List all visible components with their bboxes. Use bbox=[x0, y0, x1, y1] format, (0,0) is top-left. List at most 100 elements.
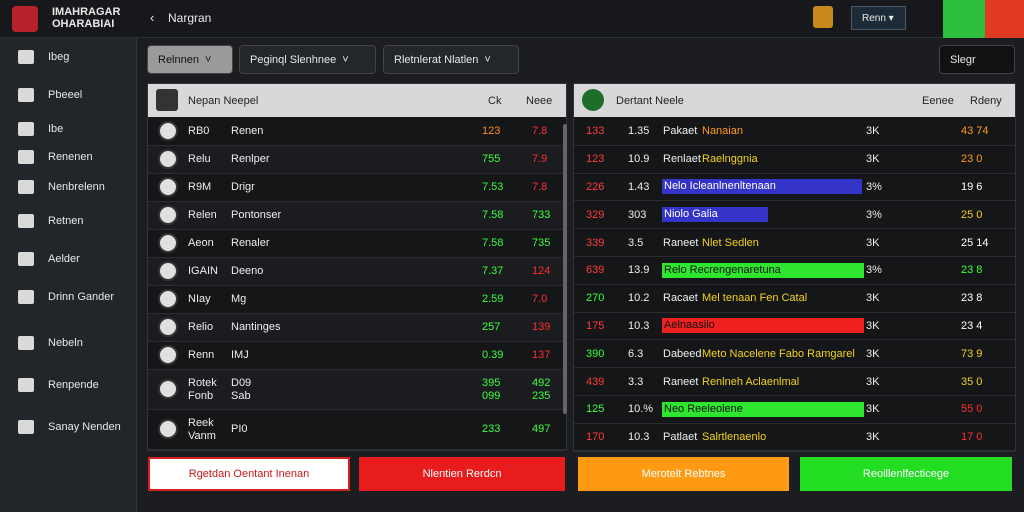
nav-icon bbox=[18, 180, 34, 194]
stat-row[interactable]: 170 10.3 Patlaet 3K 17 0 Salrtlenaenlo bbox=[574, 424, 1015, 452]
bar-label: Aelnaasilo bbox=[662, 318, 864, 334]
cell-name: R9M bbox=[188, 181, 212, 193]
header-icon bbox=[582, 89, 604, 111]
player-row[interactable]: NIay Mg 2.59 7.0 bbox=[148, 286, 566, 314]
nav-item[interactable]: Renpende bbox=[18, 378, 99, 392]
nav-item[interactable]: Nenbrelenn bbox=[18, 180, 105, 194]
cell-a: 390 bbox=[586, 347, 605, 360]
cell-b: 124 bbox=[532, 265, 551, 277]
players-panel: Nepan Neepel Ck Neee RB0 Renen 123 7.8 Relu R… bbox=[147, 83, 567, 451]
action-button[interactable]: Reoillenlfecticege bbox=[800, 457, 1012, 491]
stat-row[interactable]: 639 13.9 3% 23 8 Relo Recrengenaretuna bbox=[574, 257, 1015, 285]
nav-label: Pbeeel bbox=[48, 89, 83, 101]
nav-item[interactable]: Sanay Nenden bbox=[18, 420, 121, 434]
filter-label: Relnnen bbox=[158, 53, 199, 66]
cell-c: Renlaet bbox=[663, 153, 701, 166]
column-header: Dertant Neele bbox=[616, 94, 684, 107]
cell-c: Patlaet bbox=[663, 431, 698, 444]
search-label: Slegr bbox=[950, 53, 976, 66]
action-button[interactable]: Nlentien Rerdcn bbox=[359, 457, 565, 491]
cell-a: 270 bbox=[586, 292, 605, 305]
stat-row[interactable]: 270 10.2 Racaet 3K 23 8 Mel tenaan Fen Catal bbox=[574, 285, 1015, 313]
player-row[interactable]: Aeon Renaler 7.58 735 bbox=[148, 230, 566, 258]
nav-item[interactable]: Renenen bbox=[18, 150, 93, 164]
filter-dropdown[interactable]: Relnnen ˅ bbox=[147, 45, 233, 74]
bar-label: Neo Reeleolene bbox=[662, 401, 864, 417]
cell-d: Renlneh Aclaenlmal bbox=[702, 375, 800, 388]
player-row[interactable]: Relu Renlper 755 7.9 bbox=[148, 146, 566, 174]
player-row[interactable]: Relen Pontonser 7.58 733 bbox=[148, 202, 566, 230]
cell-name: Renn bbox=[188, 349, 215, 361]
player-row[interactable]: Relio Nantinges 257 139 bbox=[148, 314, 566, 342]
player-row[interactable]: Reek Vanm PI0 233 497 bbox=[148, 410, 566, 450]
cell-b: 3.3 bbox=[628, 375, 644, 388]
player-row[interactable]: R9M Drigr 7.53 7.8 bbox=[148, 174, 566, 202]
dropdown-label: Renn bbox=[862, 13, 886, 24]
cell-b: 303 bbox=[628, 208, 647, 221]
player-row[interactable]: Renn IMJ 0.39 137 bbox=[148, 342, 566, 370]
close-button[interactable] bbox=[985, 0, 1024, 38]
dropdown[interactable]: Renn ▾ bbox=[851, 6, 906, 30]
nav-label: Renenen bbox=[48, 151, 93, 163]
cell-e: 3K bbox=[866, 153, 880, 166]
stat-row[interactable]: 439 3.3 Raneet 3K 35 0 Renlneh Aclaenlmal bbox=[574, 368, 1015, 396]
search-box[interactable]: Slegr bbox=[939, 45, 1015, 74]
nav-item[interactable]: Ibeg bbox=[18, 50, 69, 64]
action-button[interactable]: Merotelt Rebtnes bbox=[578, 457, 789, 491]
avatar bbox=[158, 261, 178, 281]
cell-f: 73 9 bbox=[961, 347, 983, 360]
stat-row[interactable]: 133 1.35 Pakaet 3K 43 74 Nanaian bbox=[574, 118, 1015, 146]
stat-row[interactable]: 339 3.5 Raneet 3K 25 14 Nlet Sedlen bbox=[574, 229, 1015, 257]
cell-c: Raneet bbox=[663, 375, 699, 388]
cell-b: 139 bbox=[532, 321, 551, 333]
filter-label: Rletnlerat Nlatlen bbox=[394, 53, 479, 66]
cell-f: 55 0 bbox=[961, 403, 983, 416]
top-bar: IMAHRAGAR OHARABIAI ‹ Nargran Renn ▾ bbox=[0, 0, 1024, 38]
cell-b: 7.9 bbox=[532, 153, 548, 165]
stat-row[interactable]: 123 10.9 Renlaet 3K 23 0 Raelnggnia bbox=[574, 146, 1015, 174]
cell-team: Pontonser bbox=[231, 209, 282, 221]
filter-label: Peginql Slenhnee bbox=[250, 53, 337, 66]
bar-label: Nelo Icleanlnenltenaan bbox=[662, 179, 862, 195]
cell-e: 3K bbox=[866, 403, 880, 416]
cell-team: Nantinges bbox=[231, 321, 281, 333]
action-button[interactable]: Rgetdan Oentant Inenan bbox=[148, 457, 350, 491]
nav-item[interactable]: Pbeeel bbox=[18, 88, 82, 102]
cell-e: 3K bbox=[866, 375, 880, 388]
back-button[interactable]: ‹ bbox=[150, 10, 155, 25]
nav-item[interactable]: Drinn Gander bbox=[18, 290, 114, 304]
nav-item[interactable]: Nebeln bbox=[18, 336, 83, 350]
avatar bbox=[158, 379, 178, 399]
cell-b: 13.9 bbox=[628, 264, 650, 277]
nav-label: Drinn Gander bbox=[48, 291, 115, 303]
filter-dropdown[interactable]: Rletnlerat Nlatlen ˅ bbox=[383, 45, 519, 74]
cell-c: Dabeed bbox=[663, 347, 702, 360]
cell-c: Pakaet bbox=[663, 125, 698, 138]
cell-a: 123 bbox=[586, 153, 605, 166]
nav-icon bbox=[18, 88, 34, 102]
player-row[interactable]: Rotek Fonb D09 Sab 395 099 492 235 bbox=[148, 370, 566, 410]
nav-item[interactable]: Ibe bbox=[18, 122, 63, 136]
stat-row[interactable]: 226 1.43 3% 19 6 Nelo Icleanlnenltenaan bbox=[574, 174, 1015, 202]
confirm-button[interactable] bbox=[943, 0, 985, 38]
player-row[interactable]: RB0 Renen 123 7.8 bbox=[148, 118, 566, 146]
cell-b: 10.9 bbox=[628, 153, 650, 166]
stat-row[interactable]: 390 6.3 Dabeed 3K 73 9 Meto Nacelene Fabo Ram… bbox=[574, 340, 1015, 369]
cell-team: Renlper bbox=[231, 153, 270, 165]
cell-name: Relen bbox=[188, 209, 217, 221]
player-row[interactable]: IGAIN Deeno 7.37 124 bbox=[148, 258, 566, 286]
nav-item[interactable]: Aelder bbox=[18, 252, 80, 266]
cell-name: IGAIN bbox=[188, 265, 218, 277]
cell-f: 23 4 bbox=[961, 319, 983, 332]
cell-b: 1.35 bbox=[628, 125, 650, 138]
avatar bbox=[158, 233, 178, 253]
cell-c: Raneet bbox=[663, 236, 699, 249]
nav-label: Aelder bbox=[48, 253, 80, 265]
nav-item[interactable]: Retnen bbox=[18, 214, 83, 228]
cell-b: 6.3 bbox=[628, 347, 644, 360]
avatar bbox=[158, 345, 178, 365]
filter-dropdown[interactable]: Peginql Slenhnee ˅ bbox=[239, 45, 376, 74]
